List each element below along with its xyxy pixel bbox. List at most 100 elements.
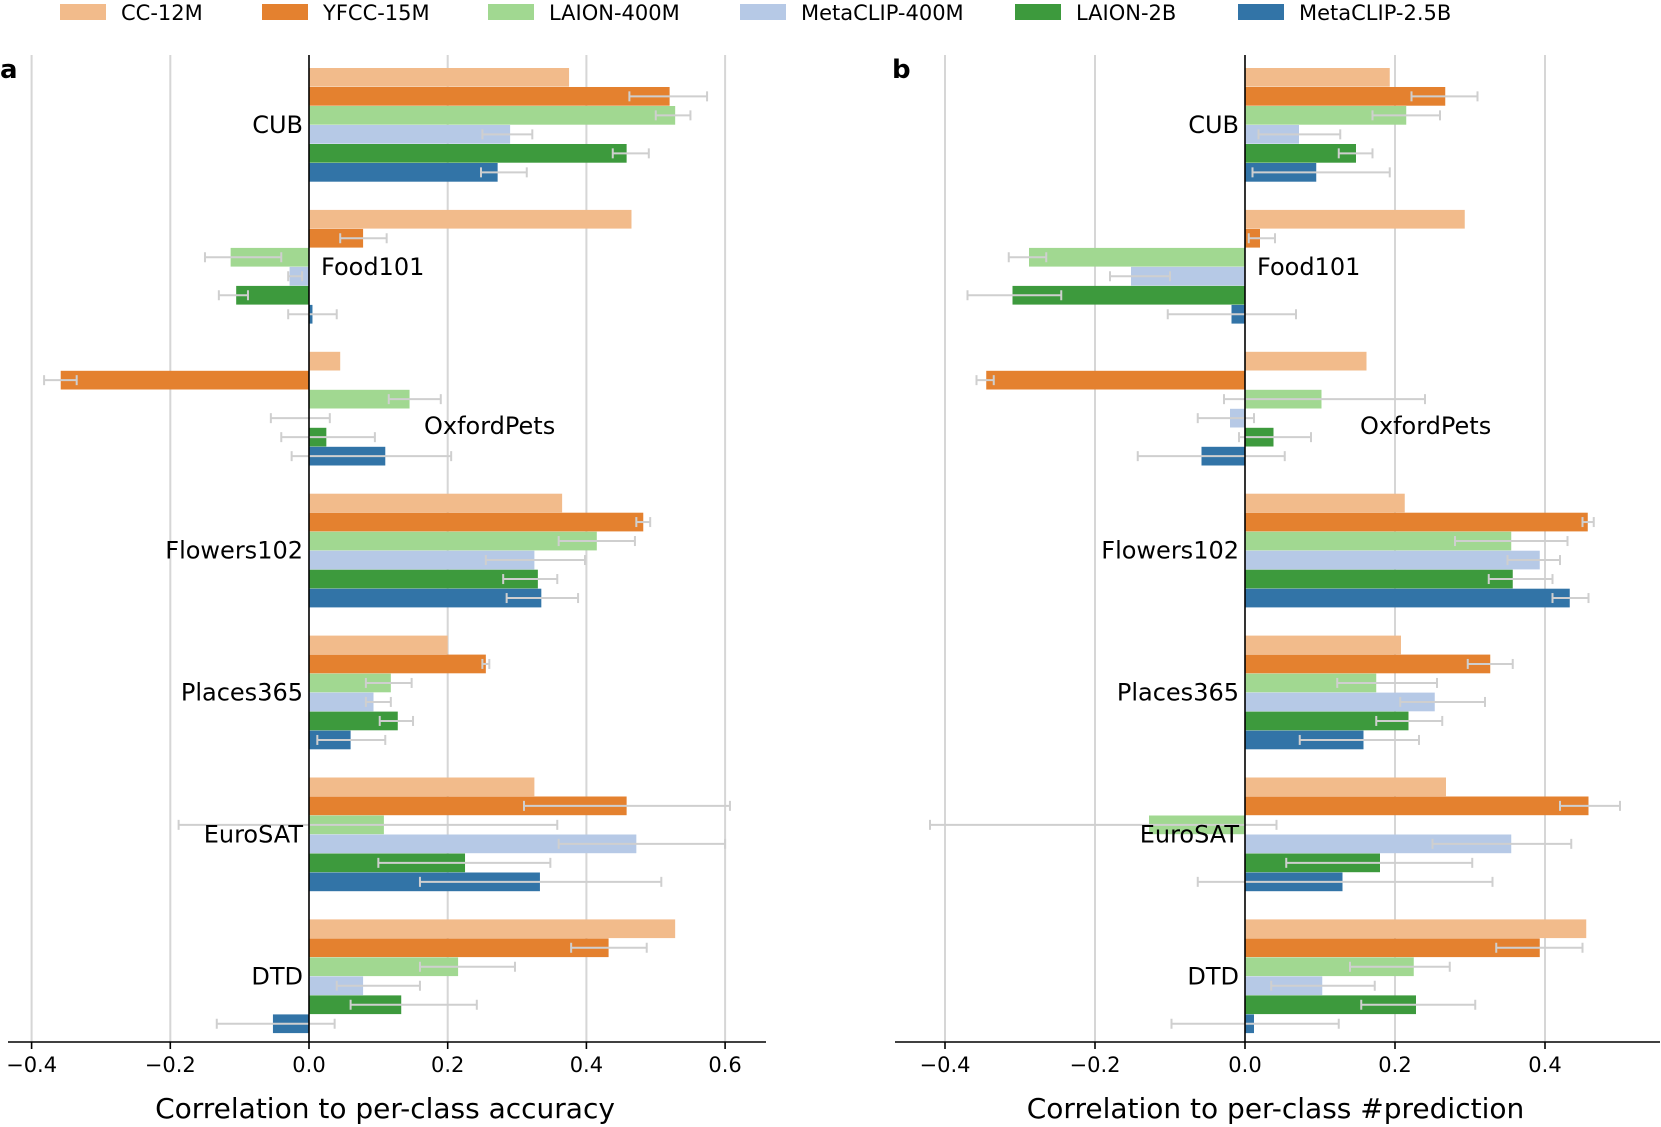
bar-oxfordpets-laion-400m	[309, 389, 410, 409]
category-label-flowers102: Flowers102	[165, 537, 303, 565]
x-tick-label: 0.4	[1528, 1053, 1561, 1077]
x-tick-label: 0.4	[570, 1053, 603, 1077]
bar-flowers102-laion-2b	[1245, 569, 1513, 589]
bar-dtd-yfcc-15m	[1245, 938, 1540, 958]
legend-swatch-metaclip-2-5b	[1238, 4, 1284, 20]
legend: CC-12M YFCC-15M LAION-400M MetaCLIP-400M LAI…	[60, 1, 1451, 25]
x-tick-label: 0.2	[431, 1053, 464, 1077]
bar-cub-metaclip-2-5b	[309, 163, 498, 182]
bar-flowers102-laion-2b	[309, 569, 538, 589]
bar-cub-cc-12m	[309, 68, 570, 87]
bar-dtd-laion-2b	[1245, 995, 1416, 1015]
bar-cub-laion-400m	[309, 106, 676, 125]
bar-cub-yfcc-15m	[1245, 87, 1446, 106]
x-tick-label: 0.0	[1228, 1053, 1261, 1077]
bar-places365-metaclip-400m	[1245, 692, 1435, 712]
category-label-cub: CUB	[1188, 111, 1239, 139]
legend-swatch-cc-12m	[60, 4, 106, 20]
category-label-oxfordpets: OxfordPets	[424, 412, 555, 440]
bar-food101-cc-12m	[1245, 209, 1465, 229]
bar-oxfordpets-cc-12m	[309, 351, 341, 371]
category-label-eurosat: EuroSAT	[1140, 820, 1240, 848]
legend-swatch-metaclip-400m	[740, 4, 786, 20]
bar-oxfordpets-yfcc-15m	[986, 370, 1245, 390]
bar-oxfordpets-cc-12m	[1245, 351, 1367, 371]
bar-eurosat-yfcc-15m	[1245, 796, 1589, 816]
bar-places365-yfcc-15m	[309, 654, 486, 674]
bar-flowers102-yfcc-15m	[1245, 512, 1588, 532]
bar-eurosat-cc-12m	[1245, 777, 1446, 797]
bar-flowers102-metaclip-400m	[1245, 550, 1540, 570]
legend-label-laion-400m: LAION-400M	[549, 1, 680, 25]
bar-flowers102-cc-12m	[309, 493, 563, 513]
category-label-food101: Food101	[1257, 253, 1360, 281]
bar-eurosat-metaclip-400m	[309, 834, 637, 854]
bar-places365-laion-400m	[1245, 673, 1377, 693]
bar-places365-laion-2b	[1245, 711, 1409, 731]
category-label-eurosat: EuroSAT	[204, 820, 304, 848]
bar-food101-metaclip-400m	[1131, 266, 1245, 286]
bar-flowers102-metaclip-2-5b	[309, 588, 542, 608]
x-tick-label: 0.6	[708, 1053, 741, 1077]
bar-dtd-yfcc-15m	[309, 938, 609, 958]
bar-dtd-cc-12m	[309, 919, 676, 939]
bar-places365-laion-400m	[309, 673, 391, 693]
bar-places365-cc-12m	[1245, 635, 1401, 655]
category-label-flowers102: Flowers102	[1101, 537, 1239, 565]
legend-label-metaclip-2-5b: MetaCLIP-2.5B	[1299, 1, 1451, 25]
legend-swatch-laion-2b	[1015, 4, 1061, 20]
bar-food101-laion-2b	[236, 285, 309, 305]
category-label-cub: CUB	[252, 111, 303, 139]
panel-a-correlation-accuracy: a CUB Food101 OxfordPets Flowers102 Places36…	[0, 55, 766, 1125]
x-tick-label: −0.4	[6, 1053, 57, 1077]
bar-flowers102-laion-400m	[1245, 531, 1512, 551]
x-tick-label: −0.4	[920, 1053, 971, 1077]
bar-eurosat-cc-12m	[309, 777, 535, 797]
legend-label-cc-12m: CC-12M	[121, 1, 203, 25]
panel-b-label: b	[892, 55, 911, 85]
category-label-places365: Places365	[1117, 678, 1239, 706]
panel-a-label: a	[0, 55, 18, 85]
bar-dtd-cc-12m	[1245, 919, 1587, 939]
x-axis-label: Correlation to per-class accuracy	[155, 1092, 615, 1125]
bar-eurosat-metaclip-400m	[1245, 834, 1512, 854]
bar-food101-laion-2b	[1012, 285, 1245, 305]
bar-food101-yfcc-15m	[309, 228, 364, 248]
bar-flowers102-metaclip-400m	[309, 550, 535, 570]
x-axis-label: Correlation to per-class #prediction	[1027, 1092, 1524, 1125]
bar-food101-laion-400m	[1029, 247, 1245, 267]
bar-oxfordpets-yfcc-15m	[60, 370, 309, 390]
category-label-dtd: DTD	[251, 962, 303, 990]
x-tick-label: −0.2	[1070, 1053, 1121, 1077]
legend-label-metaclip-400m: MetaCLIP-400M	[801, 1, 964, 25]
x-tick-label: 0.0	[292, 1053, 325, 1077]
panel-b-correlation-prediction: b CUB Food101 OxfordPets Flowers102 Places36…	[892, 55, 1660, 1125]
bar-places365-metaclip-400m	[309, 692, 374, 712]
bar-food101-cc-12m	[309, 209, 632, 229]
category-label-places365: Places365	[181, 678, 303, 706]
bar-flowers102-cc-12m	[1245, 493, 1405, 513]
legend-swatch-yfcc-15m	[262, 4, 308, 20]
legend-label-yfcc-15m: YFCC-15M	[322, 1, 430, 25]
bar-flowers102-yfcc-15m	[309, 512, 644, 532]
x-tick-label: −0.2	[145, 1053, 196, 1077]
bar-dtd-laion-400m	[1245, 957, 1414, 977]
bar-cub-laion-2b	[309, 144, 627, 163]
bar-cub-cc-12m	[1245, 68, 1390, 87]
bar-places365-laion-2b	[309, 711, 398, 731]
category-label-oxfordpets: OxfordPets	[1360, 412, 1491, 440]
category-label-dtd: DTD	[1187, 962, 1239, 990]
legend-label-laion-2b: LAION-2B	[1076, 1, 1176, 25]
bar-cub-metaclip-400m	[309, 125, 511, 144]
bar-places365-yfcc-15m	[1245, 654, 1491, 674]
category-label-food101: Food101	[321, 253, 424, 281]
bar-cub-yfcc-15m	[309, 87, 670, 106]
bar-places365-cc-12m	[309, 635, 448, 655]
bar-flowers102-laion-400m	[309, 531, 597, 551]
bar-flowers102-metaclip-2-5b	[1245, 588, 1570, 608]
legend-swatch-laion-400m	[488, 4, 534, 20]
bar-eurosat-yfcc-15m	[309, 796, 627, 816]
bar-cub-laion-400m	[1245, 106, 1407, 125]
x-tick-label: 0.2	[1378, 1053, 1411, 1077]
